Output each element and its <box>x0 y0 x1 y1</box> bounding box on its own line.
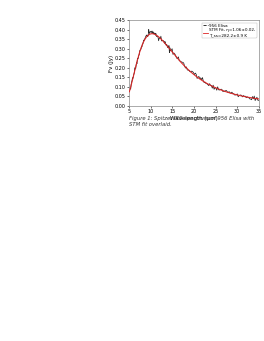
Y-axis label: Fν (Jy): Fν (Jy) <box>109 55 114 72</box>
Text: Figure 1: Spitzer IRS spectrum of 956 Elisa with STM fit overlaid.: Figure 1: Spitzer IRS spectrum of 956 El… <box>129 116 254 127</box>
Legend: 956 Elisa, STM Fit, η=1.06±0.02,
T_ss=282.2±0.9 K: 956 Elisa, STM Fit, η=1.06±0.02, T_ss=28… <box>202 23 257 38</box>
X-axis label: Wavelength (μm): Wavelength (μm) <box>170 116 218 121</box>
